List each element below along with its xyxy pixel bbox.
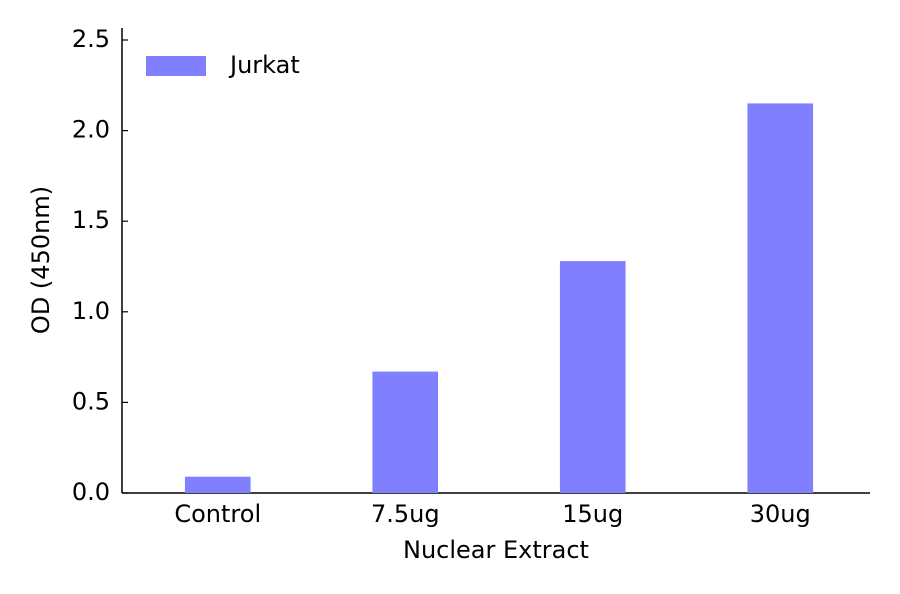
- x-axis-label: Nuclear Extract: [403, 536, 589, 564]
- x-tick-label: 30ug: [750, 500, 811, 528]
- y-tick-label: 2.0: [72, 116, 110, 144]
- legend-swatch: [146, 56, 206, 76]
- bar: [184, 476, 251, 493]
- x-tick-label: Control: [174, 500, 261, 528]
- y-tick-label: 0.0: [72, 478, 110, 506]
- y-tick-label: 0.5: [72, 387, 110, 415]
- y-tick-label: 2.5: [72, 25, 110, 53]
- y-tick-label: 1.0: [72, 297, 110, 325]
- y-tick-label: 1.5: [72, 206, 110, 234]
- bar: [372, 371, 439, 493]
- y-axis-label: OD (450nm): [27, 186, 55, 334]
- x-tick-label: 7.5ug: [371, 500, 440, 528]
- bar: [747, 103, 814, 494]
- bar: [559, 261, 626, 493]
- x-tick-label: 15ug: [562, 500, 623, 528]
- legend-label: Jurkat: [228, 51, 300, 79]
